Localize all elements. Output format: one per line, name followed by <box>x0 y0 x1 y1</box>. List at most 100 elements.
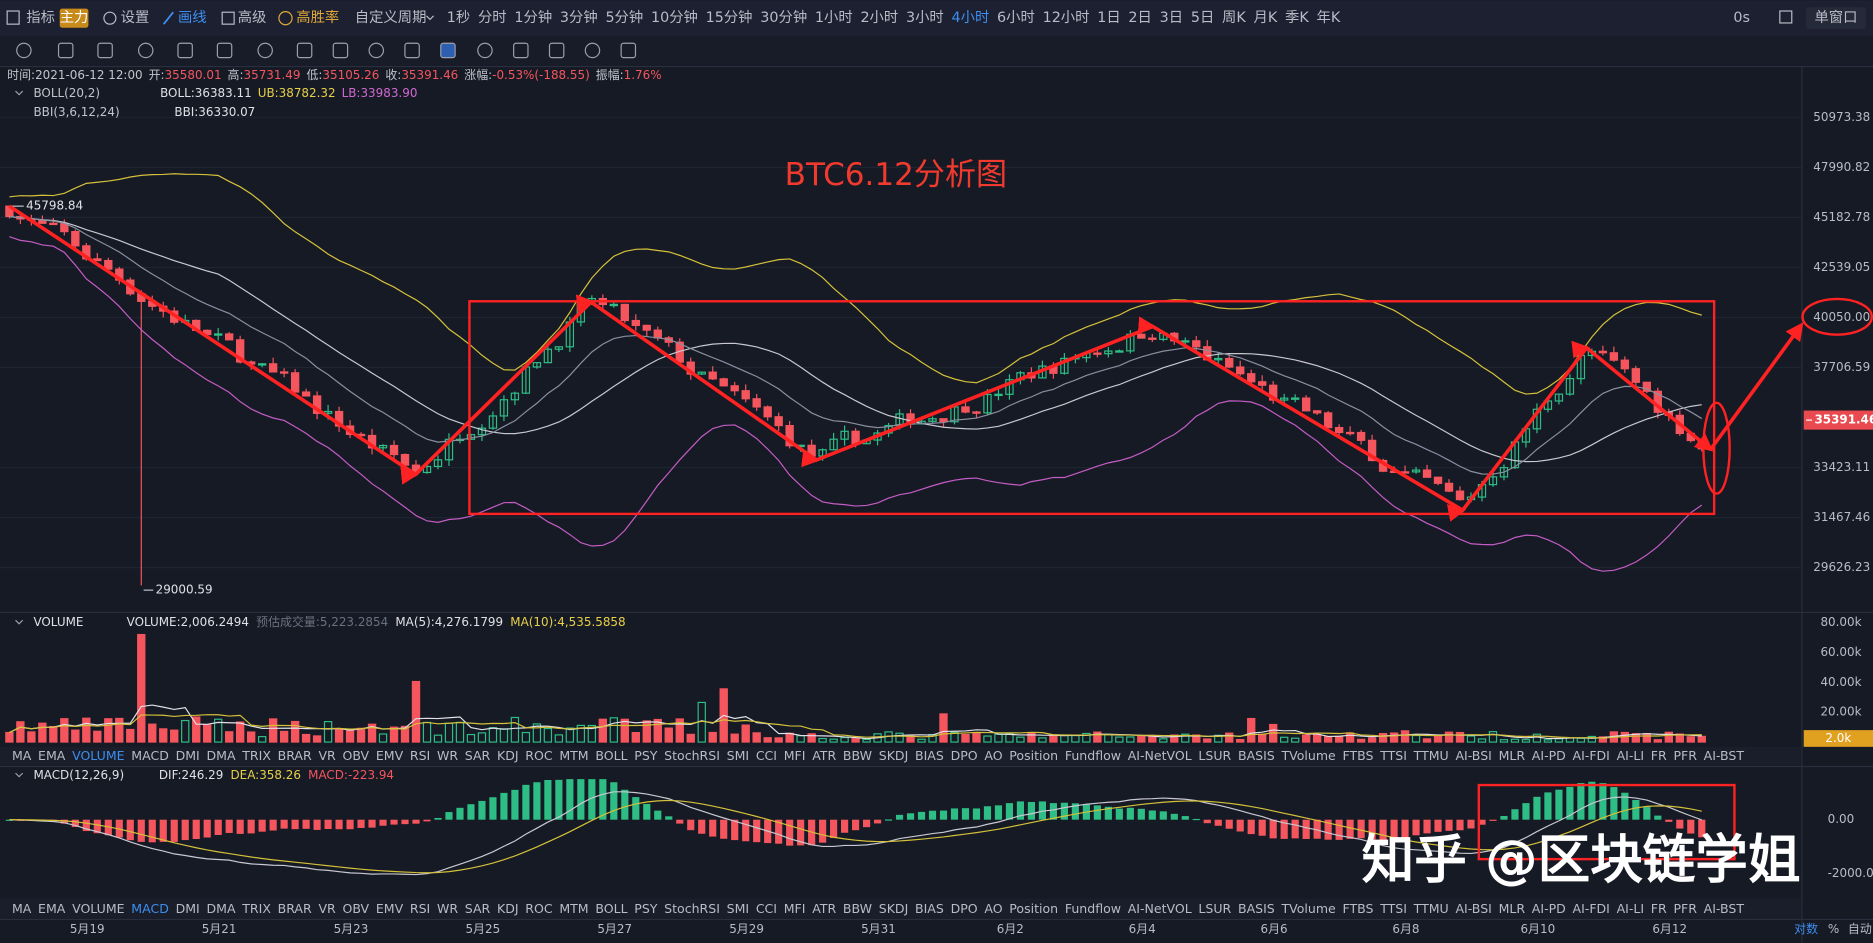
period-tab[interactable]: 30分钟 <box>760 9 807 26</box>
indicator-tab[interactable]: AI-PD <box>1532 901 1566 916</box>
period-tab[interactable]: 3日 <box>1160 10 1183 26</box>
indicator-tab[interactable]: FR <box>1651 748 1667 763</box>
indicator-tab[interactable]: StochRSI <box>664 901 720 916</box>
period-tab[interactable]: 月K <box>1254 10 1278 26</box>
tool-icon[interactable] <box>216 42 233 59</box>
indicator-button[interactable]: 指标 <box>26 9 55 26</box>
settings-button[interactable]: 设置 <box>121 9 150 26</box>
indicator-tab[interactable]: StochRSI <box>664 748 720 763</box>
advanced-button[interactable]: 高级 <box>238 9 267 26</box>
tool-icon[interactable] <box>332 42 349 59</box>
indicator-tab[interactable]: AI-FDI <box>1573 748 1610 763</box>
indicator-tab[interactable]: RSI <box>410 748 430 763</box>
period-tab[interactable]: 10分钟 <box>651 9 698 26</box>
period-tab[interactable]: 年K <box>1317 9 1341 26</box>
indicator-tab[interactable]: TTSI <box>1379 748 1407 763</box>
indicator-tab[interactable]: FTBS <box>1342 901 1373 916</box>
window-select[interactable]: 单窗口 <box>1814 8 1857 26</box>
indicator-tab[interactable]: SMI <box>727 748 749 763</box>
period-tab[interactable]: 15分钟 <box>706 9 753 26</box>
indicator-tab[interactable]: AI-LI <box>1617 748 1644 763</box>
indicator-tab[interactable]: FR <box>1651 901 1667 916</box>
draw-button[interactable]: 画线 <box>178 9 207 26</box>
indicator-tab[interactable]: MACD <box>131 901 169 916</box>
axis-option[interactable]: 对数 <box>1794 921 1818 936</box>
period-tab[interactable]: 周K <box>1222 10 1246 26</box>
indicator-tab[interactable]: WR <box>437 901 458 916</box>
indicator-tab[interactable]: DPO <box>951 901 978 916</box>
indicator-tab[interactable]: CCI <box>756 901 777 916</box>
axis-option[interactable]: % <box>1828 922 1839 936</box>
indicator-tab[interactable]: MTM <box>559 901 588 916</box>
period-tab[interactable]: 1分钟 <box>514 9 552 26</box>
period-tab[interactable]: 5日 <box>1191 10 1214 26</box>
tool-icon[interactable] <box>296 42 313 59</box>
indicator-tab[interactable]: MFI <box>784 748 806 763</box>
indicator-tab[interactable]: TRIX <box>241 748 271 763</box>
indicator-tab[interactable]: VR <box>318 901 336 916</box>
period-tab[interactable]: 4小时 <box>952 9 990 26</box>
indicator-tab[interactable]: LSUR <box>1198 901 1231 916</box>
main-badge[interactable]: 主力 <box>60 9 89 26</box>
indicator-tab[interactable]: TVolume <box>1280 748 1336 763</box>
indicator-tab[interactable]: AO <box>984 748 1002 763</box>
indicator-tab[interactable]: BASIS <box>1238 901 1275 916</box>
indicator-tab[interactable]: PFR <box>1673 748 1697 763</box>
indicator-tab[interactable]: AO <box>984 901 1002 916</box>
tool-icon[interactable] <box>404 42 420 59</box>
indicator-tab[interactable]: TTMU <box>1413 748 1449 763</box>
indicator-tab[interactable]: AI-LI <box>1617 901 1644 916</box>
period-tab[interactable]: 3分钟 <box>560 9 598 26</box>
indicator-tab[interactable]: TVolume <box>1280 901 1336 916</box>
tool-icon[interactable] <box>513 42 529 59</box>
indicator-tab[interactable]: MACD <box>131 748 169 763</box>
indicator-tab[interactable]: Position <box>1009 901 1058 916</box>
indicator-tab[interactable]: MA <box>12 748 32 763</box>
indicator-tab[interactable]: PSY <box>634 901 658 916</box>
indicator-tab[interactable]: SAR <box>465 901 491 916</box>
axis-option[interactable]: 自动 <box>1848 922 1872 936</box>
indicator-tab[interactable]: CCI <box>756 748 777 763</box>
period-tab[interactable]: 1秒 <box>447 9 470 26</box>
period-tab[interactable]: 5分钟 <box>605 9 643 26</box>
indicator-tab[interactable]: MA <box>12 901 32 916</box>
period-tab[interactable]: 分时 <box>478 9 507 26</box>
indicator-tab[interactable]: KDJ <box>497 748 519 763</box>
indicator-tab[interactable]: SKDJ <box>879 748 909 763</box>
collapse-icon[interactable] <box>15 619 24 625</box>
indicator-tab[interactable]: DMI <box>176 748 200 763</box>
indicator-tab[interactable]: DPO <box>951 748 978 763</box>
indicator-tab[interactable]: AI-NetVOL <box>1128 748 1192 763</box>
win-rate-button[interactable]: 高胜率 <box>296 9 339 26</box>
period-tab[interactable]: 1小时 <box>815 9 853 26</box>
tool-icon[interactable] <box>257 42 273 59</box>
period-tab[interactable]: 6小时 <box>997 9 1035 26</box>
indicator-tab[interactable]: AI-BST <box>1704 901 1745 916</box>
period-tab[interactable]: 1日 <box>1097 10 1120 26</box>
indicator-tab[interactable]: WR <box>437 748 458 763</box>
indicator-tab[interactable]: SMI <box>727 901 749 916</box>
tool-icon[interactable] <box>548 42 565 59</box>
indicator-tab[interactable]: AI-NetVOL <box>1128 901 1192 916</box>
indicator-tab[interactable]: BBW <box>843 901 872 916</box>
indicator-tab[interactable]: BIAS <box>915 748 944 763</box>
indicator-tab[interactable]: BOLL <box>595 901 627 916</box>
tool-icon[interactable] <box>584 42 601 59</box>
indicator-tab[interactable]: MLR <box>1499 748 1526 763</box>
indicator-tab[interactable]: DMI <box>176 901 200 916</box>
indicator-tab[interactable]: TRIX <box>241 901 271 916</box>
indicator-tab[interactable]: PSY <box>634 748 658 763</box>
tool-icon[interactable] <box>177 42 193 59</box>
tool-icon[interactable] <box>368 42 385 59</box>
indicator-tab[interactable]: ROC <box>525 901 553 916</box>
indicator-tab[interactable]: AI-BSI <box>1455 901 1491 916</box>
indicator-tab[interactable]: AI-BST <box>1704 748 1745 763</box>
custom-period[interactable]: 自定义周期 <box>355 9 427 26</box>
collapse-icon[interactable] <box>15 772 24 778</box>
indicator-tab[interactable]: BRAR <box>278 748 312 763</box>
indicator-tab[interactable]: Fundflow <box>1065 901 1121 916</box>
indicator-tab[interactable]: OBV <box>342 748 369 763</box>
indicator-tab[interactable]: BOLL <box>595 748 627 763</box>
indicator-tab[interactable]: EMV <box>376 901 404 916</box>
period-tab[interactable]: 2日 <box>1128 10 1151 26</box>
